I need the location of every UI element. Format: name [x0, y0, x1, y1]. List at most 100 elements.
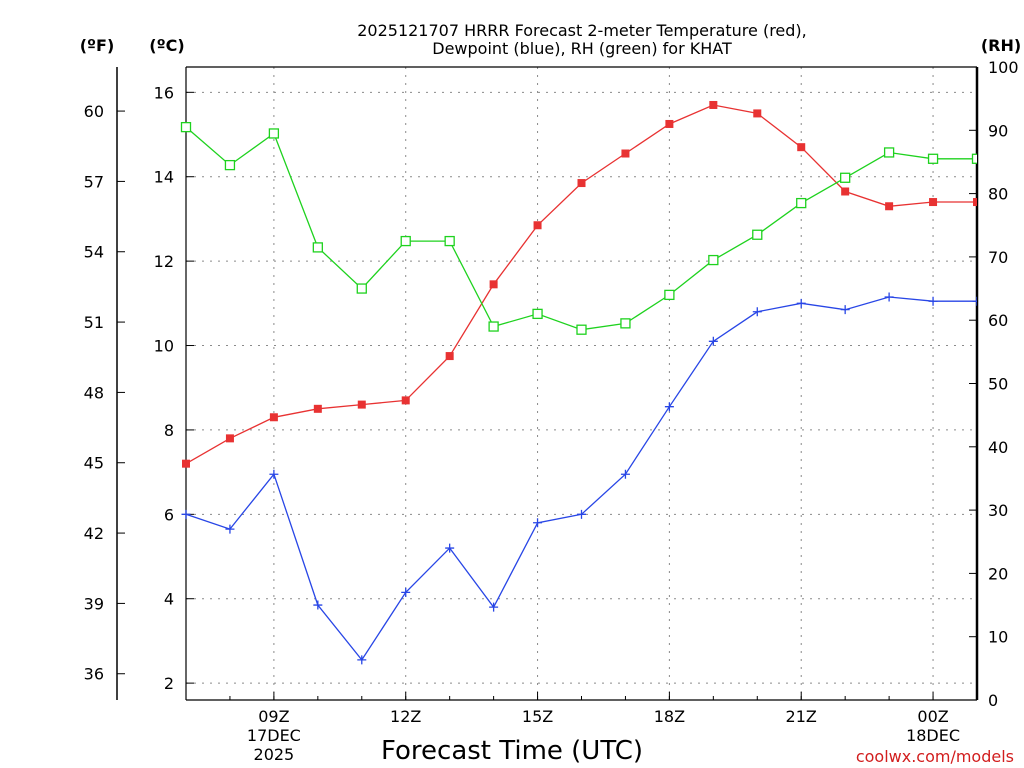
dewpoint-point [313, 600, 323, 610]
temperature-point [841, 187, 850, 196]
dewpoint-point [796, 298, 806, 308]
dewpoint-point [752, 307, 762, 317]
fahrenheit-tick-label: 45 [84, 454, 104, 473]
fahrenheit-tick-label: 54 [84, 243, 104, 262]
chart-title-line1: 2025121707 HRRR Forecast 2-meter Tempera… [357, 21, 807, 40]
dewpoint-point [620, 469, 630, 479]
temperature-point [885, 202, 894, 211]
fahrenheit-tick-label: 57 [84, 172, 104, 191]
fahrenheit-unit-label: (ºF) [80, 36, 115, 55]
temperature-point [621, 149, 630, 158]
chart-title-line2: Dewpoint (blue), RH (green) for KHAT [432, 39, 732, 58]
temperature-point [665, 119, 674, 128]
rh-point [927, 153, 939, 164]
celsius-tick-label: 6 [164, 505, 174, 524]
temperature-point [269, 413, 278, 422]
temperature-point [753, 109, 762, 118]
rh-point [180, 121, 192, 133]
rh-point [268, 128, 280, 139]
celsius-tick-label: 8 [164, 421, 174, 440]
temperature-point [225, 434, 234, 443]
fahrenheit-tick-label: 48 [84, 383, 104, 402]
fahrenheit-tick-label: 60 [84, 102, 104, 121]
fahrenheit-tick-label: 51 [84, 313, 104, 332]
series-layer [180, 100, 977, 665]
rh-series [180, 121, 977, 335]
rh-unit-label: (RH) [981, 36, 1021, 55]
temperature-point [533, 221, 542, 230]
rh-point [400, 235, 411, 247]
rh-point [620, 318, 631, 329]
rh-point [576, 324, 587, 335]
dewpoint-point [489, 602, 499, 612]
rh-point [444, 235, 455, 247]
temperature-point [489, 280, 498, 289]
x-axis-title: Forecast Time (UTC) [381, 736, 643, 766]
rh-tick-label: 0 [988, 691, 998, 710]
dewpoint-series [181, 292, 977, 665]
temperature-point [313, 404, 322, 413]
rh-tick-label: 60 [988, 311, 1008, 330]
dewpoint-point [664, 402, 674, 412]
dewpoint-point [708, 336, 718, 346]
celsius-tick-label: 14 [154, 168, 174, 187]
x-tick-label: 21Z [786, 707, 817, 726]
x-tick-label: 00Z [917, 707, 948, 726]
celsius-tick-label: 12 [154, 252, 174, 271]
x-tick-label: 15Z [522, 707, 553, 726]
rh-tick-label: 20 [988, 564, 1008, 583]
x-tick-year: 2025 [254, 745, 295, 764]
celsius-tick-label: 10 [154, 337, 174, 356]
rh-point [883, 147, 895, 158]
temperature-point [973, 198, 977, 207]
temperature-point [182, 459, 190, 468]
celsius-unit-label: (ºC) [149, 36, 184, 55]
x-tick-label: 12Z [390, 707, 421, 726]
dewpoint-point [884, 292, 894, 302]
rh-tick-label: 90 [988, 121, 1008, 140]
rh-tick-label: 30 [988, 501, 1008, 520]
rh-point [356, 283, 367, 294]
dewpoint-point [225, 524, 235, 534]
rh-point [312, 242, 323, 253]
dewpoint-point [972, 296, 977, 306]
credit-text: coolwx.com/models [856, 747, 1014, 766]
temperature-point [401, 396, 410, 405]
temperature-point [357, 400, 366, 409]
rh-point [708, 254, 719, 266]
dewpoint-point [357, 655, 367, 665]
dewpoint-point [401, 587, 411, 597]
rh-tick-label: 50 [988, 375, 1008, 394]
rh-tick-label: 70 [988, 248, 1008, 267]
fahrenheit-tick-label: 42 [84, 524, 104, 543]
temperature-point [445, 352, 454, 361]
x-tick-date: 18DEC [906, 726, 960, 745]
x-tick-label: 18Z [654, 707, 685, 726]
temperature-point [929, 198, 938, 207]
celsius-tick-label: 2 [164, 674, 174, 693]
dewpoint-point [533, 518, 543, 528]
rh-point [752, 229, 763, 240]
rh-point [532, 308, 543, 320]
celsius-tick-label: 16 [154, 83, 174, 102]
dewpoint-point [181, 509, 191, 519]
dewpoint-point [269, 469, 279, 479]
x-tick-date: 17DEC [247, 726, 301, 745]
rh-tick-label: 10 [988, 628, 1008, 647]
temperature-point [797, 143, 806, 152]
x-tick-label: 09Z [258, 707, 289, 726]
celsius-tick-label: 4 [164, 590, 174, 609]
dewpoint-point [577, 509, 586, 519]
grid [186, 67, 977, 700]
fahrenheit-tick-label: 39 [84, 594, 104, 613]
dewpoint-point [840, 305, 850, 315]
rh-point [664, 289, 675, 301]
dewpoint-point [445, 543, 455, 553]
temperature-series [182, 100, 977, 468]
rh-point [488, 321, 499, 332]
rh-point [840, 172, 851, 183]
rh-point [224, 159, 236, 171]
